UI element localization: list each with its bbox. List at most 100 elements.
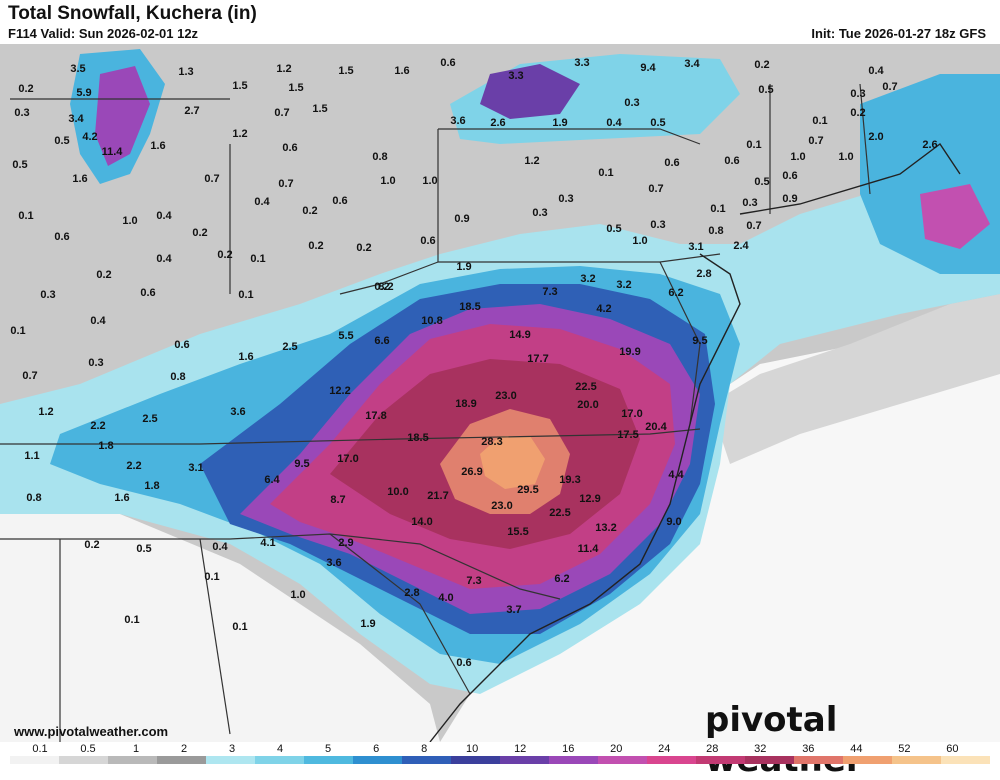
legend-swatch: [206, 756, 255, 764]
legend-tick-label: 36: [802, 743, 815, 755]
snowfall-value-label: 0.1: [18, 210, 33, 222]
snowfall-value-label: 0.1: [232, 621, 247, 633]
snowfall-value-label: 0.4: [90, 315, 106, 327]
snowfall-value-label: 0.6: [332, 195, 347, 207]
snowfall-value-label: 11.4: [102, 146, 124, 158]
snowfall-value-label: 14.9: [509, 329, 530, 341]
snowfall-value-label: 2.6: [922, 139, 937, 151]
legend-tick-label: 3: [229, 743, 236, 755]
snowfall-value-label: 2.5: [142, 413, 157, 425]
snowfall-value-label: 1.6: [72, 173, 87, 185]
legend-swatch: [745, 756, 794, 764]
snowfall-value-label: 1.2: [38, 406, 53, 418]
snowfall-value-label: 23.0: [491, 500, 512, 512]
snowfall-value-label: 0.3: [850, 88, 865, 100]
snowfall-value-label: 0.3: [88, 357, 103, 369]
snowfall-value-label: 10.0: [387, 486, 408, 498]
legend-swatch: [696, 756, 745, 764]
website-link[interactable]: www.pivotalweather.com: [14, 724, 169, 739]
snowfall-value-label: 0.5: [12, 159, 27, 171]
snowfall-value-label: 3.1: [688, 241, 703, 253]
snowfall-value-label: 3.2: [616, 279, 631, 291]
snowfall-value-label: 1.9: [360, 618, 375, 630]
snowfall-value-label: 2.2: [126, 460, 141, 472]
snowfall-value-label: 3.6: [230, 406, 245, 418]
snowfall-value-label: 18.9: [455, 398, 476, 410]
snowfall-value-label: 19.9: [619, 346, 640, 358]
snowfall-value-label: 8.2: [378, 281, 393, 293]
snowfall-value-label: 1.9: [456, 261, 471, 273]
snowfall-value-label: 1.5: [288, 82, 303, 94]
snowfall-value-label: 17.5: [617, 429, 638, 441]
snowfall-value-label: 0.5: [758, 84, 773, 96]
snowfall-value-label: 0.5: [754, 176, 769, 188]
legend-swatch: [843, 756, 892, 764]
legend-tick-label: 32: [754, 743, 767, 755]
snowfall-map[interactable]: 3.5 5.9 3.4 4.2 11.4 1.6 0.2 0.3 0.5 0.5 0.1 0.6 0.3…: [0, 44, 1000, 742]
snowfall-value-label: 4.4: [668, 469, 684, 481]
snowfall-value-label: 0.1: [746, 139, 761, 151]
snowfall-value-label: 1.0: [380, 175, 395, 187]
snowfall-value-label: 0.9: [454, 213, 469, 225]
southwest-light-region: [0, 514, 440, 742]
snowfall-value-label: 26.9: [461, 466, 482, 478]
snowfall-value-label: 21.7: [427, 490, 448, 502]
snowfall-value-label: 2.4: [733, 240, 749, 252]
snowfall-value-label: 3.3: [574, 57, 589, 69]
north-snow-blob-west-core: [95, 66, 150, 166]
snowfall-value-label: 0.1: [812, 115, 827, 127]
legend-swatch: [549, 756, 598, 764]
legend-swatch: [255, 756, 304, 764]
snowfall-value-label: 1.9: [552, 117, 567, 129]
snowfall-value-label: 22.5: [549, 507, 570, 519]
snowfall-value-label: 4.0: [438, 592, 453, 604]
snowfall-value-label: 0.5: [606, 223, 621, 235]
init-time: Init: Tue 2026-01-27 18z GFS: [811, 26, 986, 41]
legend-tick-label: 28: [706, 743, 719, 755]
snowfall-value-label: 0.1: [598, 167, 613, 179]
snowfall-value-label: 0.2: [192, 227, 207, 239]
snowfall-value-label: 6.4: [264, 474, 280, 486]
snowfall-value-label: 2.8: [696, 268, 711, 280]
snowfall-value-label: 1.3: [178, 66, 193, 78]
snowfall-value-label: 0.3: [14, 107, 29, 119]
snowfall-value-label: 0.6: [664, 157, 679, 169]
snowfall-value-label: 3.4: [684, 58, 700, 70]
snowfall-value-label: 0.6: [174, 339, 189, 351]
snowfall-value-label: 9.5: [294, 458, 309, 470]
legend-swatch: [157, 756, 206, 764]
legend-swatch: [598, 756, 647, 764]
snowfall-value-label: 0.2: [217, 249, 232, 261]
snowfall-value-label: 3.7: [506, 604, 521, 616]
snowfall-value-label: 22.5: [575, 381, 596, 393]
legend-tick-label: 5: [325, 743, 332, 755]
snowfall-value-label: 0.4: [156, 210, 172, 222]
snowfall-value-label: 28.3: [481, 436, 502, 448]
snowfall-value-label: 8.7: [330, 494, 345, 506]
snowfall-value-label: 1.5: [338, 65, 353, 77]
snowfall-value-label: 0.4: [212, 541, 228, 553]
snowfall-value-label: 2.0: [868, 131, 883, 143]
snowfall-value-label: 18.5: [407, 432, 428, 444]
snowfall-value-label: 3.1: [188, 462, 203, 474]
snowfall-value-labels: 3.5 5.9 3.4 4.2 11.4 1.6 0.2 0.3 0.5 0.5 0.1 0.6 0.3…: [10, 57, 937, 669]
atlantic-ocean-region: [440, 344, 1000, 742]
snowfall-value-label: 11.4: [578, 543, 600, 555]
legend-tick-label: 2: [180, 743, 188, 755]
legend-swatch: [304, 756, 353, 764]
pivotal-weather-logo: pivotal weather: [705, 700, 863, 780]
legend-swatch: [108, 756, 157, 764]
legend-tick-label: 4: [277, 743, 284, 755]
snowfall-value-label: 2.8: [404, 587, 419, 599]
snowfall-value-label: 0.8: [170, 371, 185, 383]
snowfall-value-label: 0.6: [140, 287, 155, 299]
snowfall-value-label: 0.4: [254, 196, 270, 208]
snowfall-value-label: 1.0: [290, 589, 305, 601]
north-snow-blob-east-core: [480, 64, 580, 119]
snowfall-value-label: 9.4: [640, 62, 656, 74]
legend-swatch: [500, 756, 549, 764]
snowfall-value-label: 2.2: [90, 420, 105, 432]
snowfall-value-label: 4.1: [260, 537, 275, 549]
legend-swatch: [451, 756, 500, 764]
snowfall-value-label: 0.2: [96, 269, 111, 281]
